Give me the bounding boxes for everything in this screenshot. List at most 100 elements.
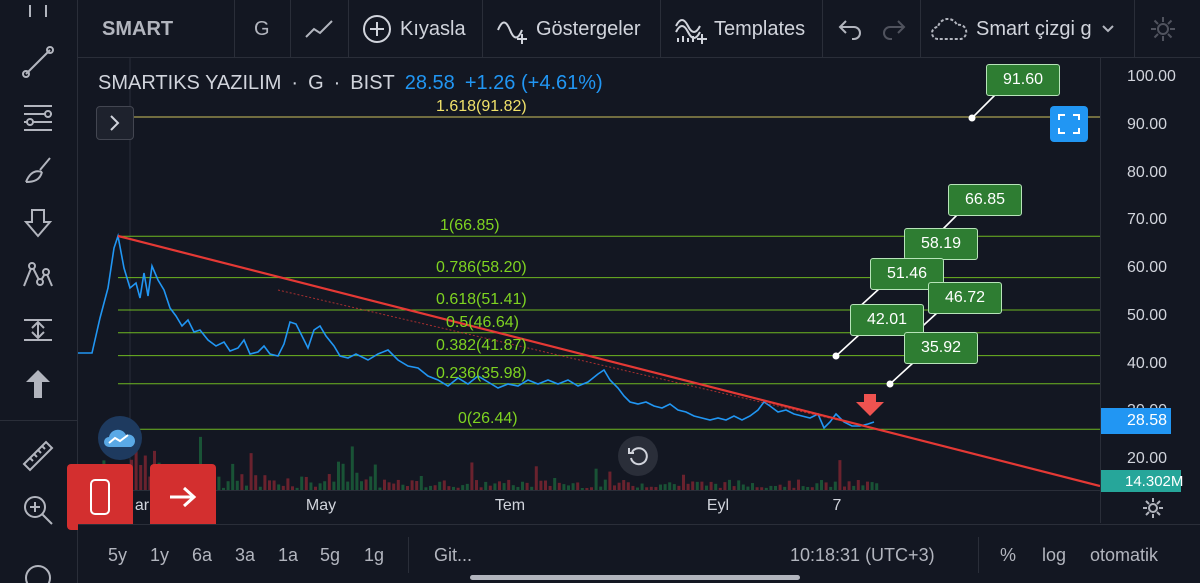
goto-date-button[interactable]: Git... (434, 545, 473, 565)
volume-bar (741, 484, 745, 490)
crosshair-icon[interactable] (14, 0, 62, 22)
volume-bar (217, 476, 221, 490)
compare-button[interactable]: Kıyasla (362, 0, 466, 58)
zoom-in-icon[interactable] (14, 490, 62, 530)
symbol-search-button[interactable]: SMART (102, 17, 174, 40)
range-1y-button[interactable]: 1y (150, 545, 170, 565)
volume-bar (498, 481, 501, 490)
price-tick-label: 20.00 (1127, 450, 1168, 467)
chevron-down-icon (1101, 25, 1114, 33)
arrow-right-icon (170, 486, 197, 508)
volume-bar (447, 486, 451, 490)
volume-bar (134, 446, 138, 490)
legend-separator: · (291, 72, 299, 94)
volume-bar (314, 486, 317, 490)
range-3a-button[interactable]: 3a (235, 545, 256, 565)
range-5y-button[interactable]: 5y (108, 545, 128, 565)
indicators-button[interactable]: Göstergeler (496, 0, 641, 58)
indicators-label: Göstergeler (536, 17, 641, 40)
time-tick-label: May (305, 497, 337, 514)
app-logo (98, 416, 142, 460)
undo-icon[interactable] (838, 0, 864, 58)
interval-button[interactable]: G (254, 17, 270, 40)
volume-bar (378, 487, 382, 490)
volume-bar (755, 487, 759, 490)
volume-bar (760, 487, 764, 490)
redo-icon[interactable] (880, 0, 906, 58)
toolbar-divider (482, 0, 483, 58)
range-6a-button[interactable]: 6a (192, 545, 213, 565)
ruler-icon[interactable] (14, 436, 62, 476)
range-5g-button[interactable]: 5g (320, 545, 341, 565)
log-toggle[interactable]: log (1042, 545, 1067, 565)
volume-bar (493, 483, 497, 490)
callout-leader (835, 333, 861, 357)
toolbar-divider (822, 0, 823, 58)
clock-label[interactable]: 10:18:31 (UTC+3) (790, 545, 935, 565)
percent-toggle[interactable]: % (1000, 545, 1017, 565)
fib-level-label: 1.618(91.82) (436, 98, 527, 116)
arrow-down-icon[interactable] (14, 202, 62, 242)
volume-bar (231, 463, 235, 490)
volume-bar (286, 478, 290, 490)
time-axis[interactable]: ar May Tem Eyl 7 (78, 490, 1100, 524)
price-callout[interactable]: 66.85 (948, 184, 1022, 216)
volume-bar (415, 481, 419, 490)
chart-type-icon[interactable] (304, 0, 336, 58)
volume-bar (277, 484, 281, 490)
bottom-divider (978, 537, 979, 573)
chart-pane[interactable]: SMARTIKS YAZILIM · G · BIST 28.58 +1.26 … (78, 58, 1100, 523)
volume-bar (714, 483, 718, 490)
compare-label: Kıyasla (400, 17, 466, 40)
fib-retracement-icon[interactable] (14, 96, 62, 136)
expand-legend-button[interactable] (96, 106, 134, 140)
price-axis[interactable]: 100.0090.0080.0070.0060.0050.0040.0030.0… (1100, 58, 1200, 523)
fib-level-label: 0.786(58.20) (436, 258, 527, 276)
volume-bar (778, 484, 782, 490)
next-button[interactable] (150, 464, 216, 530)
magnet-icon[interactable] (14, 556, 62, 583)
volume-bar (576, 482, 580, 490)
volume-bar (649, 486, 653, 490)
range-1g-button[interactable]: 1g (364, 545, 385, 565)
volume-bar (691, 481, 695, 490)
pattern-icon[interactable] (14, 256, 62, 296)
volume-bar (240, 474, 244, 490)
brush-icon[interactable] (14, 150, 62, 190)
price-callout[interactable]: 58.19 (904, 228, 978, 260)
settings-gear-icon[interactable] (1148, 0, 1178, 58)
templates-button[interactable]: Templates (674, 0, 805, 58)
volume-bar (553, 478, 557, 490)
auto-scale-toggle[interactable]: otomatik (1090, 545, 1159, 565)
arrow-up-icon[interactable] (14, 364, 62, 404)
trend-line-icon[interactable] (14, 42, 62, 82)
volume-bar (429, 485, 432, 490)
price-callout[interactable]: 42.01 (850, 304, 924, 336)
price-tick-label: 80.00 (1127, 163, 1168, 181)
axis-settings-icon[interactable] (1141, 496, 1165, 525)
volume-bar (833, 481, 837, 490)
volume-bar (797, 479, 800, 490)
layout-select[interactable]: Smart çizgi g (930, 0, 1116, 58)
price-callout[interactable]: 91.60 (986, 64, 1060, 96)
measure-icon[interactable] (14, 310, 62, 350)
volume-bar (479, 487, 483, 490)
callout-leader (971, 93, 997, 119)
callout-anchor (968, 114, 976, 122)
volume-bar (626, 482, 630, 490)
volume-bar (249, 453, 253, 490)
volume-bar (617, 482, 621, 490)
price-callout[interactable]: 35.92 (904, 332, 978, 364)
price-callout[interactable]: 46.72 (928, 282, 1002, 314)
reset-chart-button[interactable] (618, 436, 658, 476)
volume-bar (603, 479, 607, 490)
volume-bar (829, 486, 833, 490)
mobile-view-button[interactable] (67, 464, 133, 530)
range-1a-button[interactable]: 1a (278, 545, 299, 565)
fullscreen-button[interactable] (1050, 106, 1088, 142)
price-callout[interactable]: 51.46 (870, 258, 944, 290)
volume-bar (300, 476, 304, 490)
volume-bar (323, 481, 327, 490)
volume-bar (631, 485, 635, 490)
volume-bar (838, 460, 842, 490)
